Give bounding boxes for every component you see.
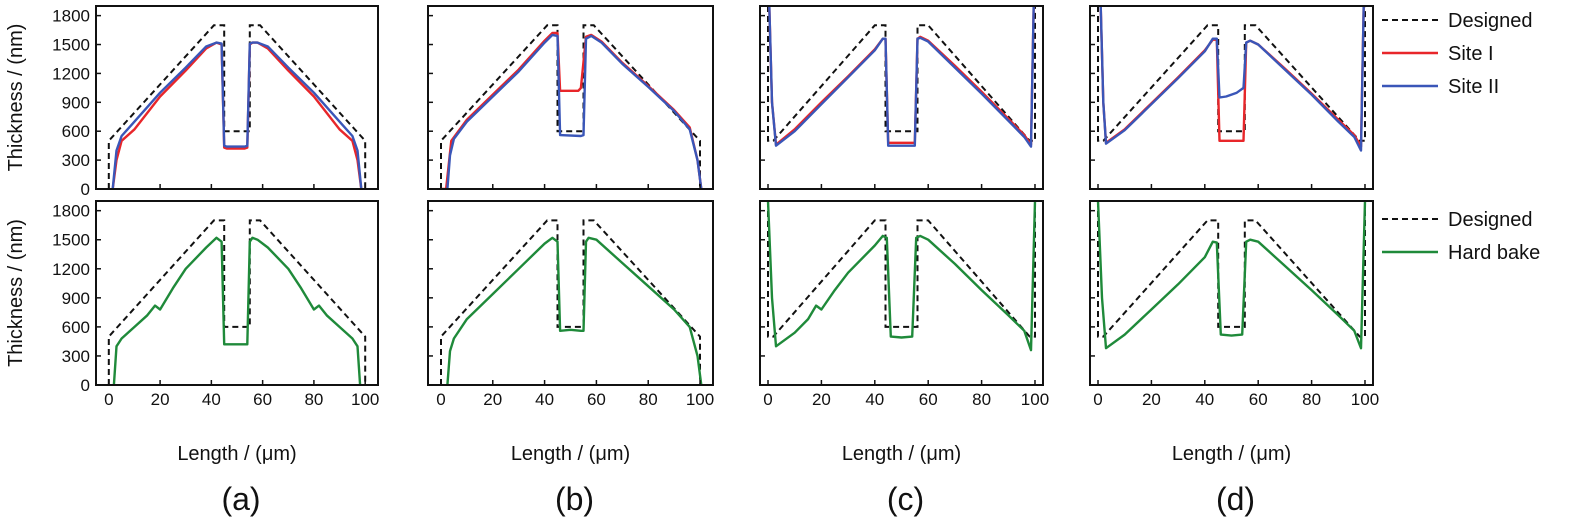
designed-line	[107, 24, 367, 189]
panel-bottom-2: 0 20 40 60 80 100 Length / (μm) (c)	[759, 200, 1049, 517]
series-line-site-ii	[446, 33, 703, 189]
panel-label: (a)	[221, 481, 260, 517]
x-tick-label: 80	[972, 390, 991, 409]
x-tick-label: 60	[919, 390, 938, 409]
y-tick-label: 300	[62, 151, 90, 170]
x-tick-label: 100	[686, 390, 714, 409]
x-tick-label: 0	[436, 390, 445, 409]
series-line-site-i	[768, 6, 1035, 146]
x-tick-label: 40	[1195, 390, 1214, 409]
y-tick-label: 0	[81, 180, 90, 199]
series-line-site-ii	[111, 41, 363, 189]
panel-top-0: 0 300 600 900 1200 1500 1800 Thickness / (nm)	[5, 5, 379, 199]
y-tick-label: 1200	[52, 64, 90, 83]
plot-frame	[1089, 200, 1374, 386]
series-line-site-i	[111, 41, 363, 189]
y-tick-label: 900	[62, 93, 90, 112]
legend-label: Site I	[1448, 43, 1494, 65]
x-axis-label: Length / (μm)	[842, 443, 961, 465]
x-tick-label: 40	[865, 390, 884, 409]
x-tick-label: 40	[202, 390, 221, 409]
x-tick-label: 0	[763, 390, 772, 409]
plot-frame	[759, 200, 1044, 386]
plot-frame	[1089, 5, 1374, 190]
x-tick-label: 60	[253, 390, 272, 409]
y-tick-label: 300	[62, 347, 90, 366]
y-tick-label: 600	[62, 318, 90, 337]
panel-label: (b)	[555, 481, 594, 517]
y-tick-label: 1200	[52, 260, 90, 279]
x-axis-label: Length / (μm)	[177, 443, 296, 465]
legend-label: Hard bake	[1448, 242, 1540, 264]
series-line-hard-bake	[766, 201, 1037, 352]
plot-frame	[759, 5, 1044, 190]
x-tick-label: 100	[351, 390, 379, 409]
y-tick-label: 0	[81, 376, 90, 395]
y-axis-label: Thickness / (nm)	[5, 24, 27, 172]
plot-frame	[95, 200, 379, 386]
series-line-site-ii	[768, 6, 1035, 148]
series-line-hard-bake	[446, 236, 703, 385]
panel-bottom-0: 0 300 600 900 1200 1500 1800 0 20 40 60 80 100 Thickn…	[5, 200, 379, 517]
x-tick-label: 40	[535, 390, 554, 409]
y-tick-label: 1800	[52, 202, 90, 221]
x-tick-label: 80	[304, 390, 323, 409]
x-tick-label: 20	[151, 390, 170, 409]
designed-line	[440, 219, 701, 385]
designed-line	[1097, 6, 1366, 142]
y-tick-label: 1500	[52, 36, 90, 55]
legend-legend_bottom: Designed Hard bake	[1382, 209, 1540, 264]
panel-label: (d)	[1216, 481, 1255, 517]
y-tick-label: 1800	[52, 7, 90, 26]
plot-frame	[427, 5, 714, 190]
legend-label: Designed	[1448, 209, 1533, 231]
panel-label: (c)	[887, 481, 924, 517]
designed-line	[767, 201, 1036, 338]
y-tick-label: 900	[62, 289, 90, 308]
designed-line	[1097, 201, 1366, 338]
series-line-site-i	[1099, 6, 1365, 148]
x-tick-label: 20	[483, 390, 502, 409]
designed-line	[767, 6, 1036, 142]
panel-top-3	[1089, 5, 1374, 190]
series-line-hard-bake	[112, 236, 362, 385]
plot-frame	[427, 200, 714, 386]
legend-label: Site II	[1448, 76, 1499, 98]
designed-line	[440, 24, 701, 189]
x-tick-label: 60	[1249, 390, 1268, 409]
panel-bottom-1: 0 20 40 60 80 100 Length / (μm) (b)	[427, 200, 714, 517]
legend-label: Designed	[1448, 10, 1533, 32]
x-axis-label: Length / (μm)	[511, 443, 630, 465]
x-tick-label: 0	[104, 390, 113, 409]
x-tick-label: 80	[639, 390, 658, 409]
x-tick-label: 20	[812, 390, 831, 409]
panel-top-1	[427, 5, 714, 190]
legend-legend_top: Designed Site I Site II	[1382, 10, 1533, 98]
x-tick-label: 100	[1351, 390, 1379, 409]
panel-top-2	[759, 5, 1044, 190]
x-tick-label: 80	[1302, 390, 1321, 409]
series-line-hard-bake	[1096, 201, 1367, 350]
y-axis-label: Thickness / (nm)	[5, 219, 27, 367]
x-tick-label: 60	[587, 390, 606, 409]
plot-frame	[95, 5, 379, 190]
y-tick-label: 1500	[52, 231, 90, 250]
x-tick-label: 0	[1093, 390, 1102, 409]
x-tick-label: 20	[1142, 390, 1161, 409]
series-line-site-i	[441, 31, 703, 189]
y-tick-label: 600	[62, 122, 90, 141]
panel-bottom-3: 0 20 40 60 80 100 Length / (μm) (d)	[1089, 200, 1379, 517]
x-axis-label: Length / (μm)	[1172, 443, 1291, 465]
x-tick-label: 100	[1021, 390, 1049, 409]
series-line-site-ii	[1099, 6, 1365, 152]
designed-line	[107, 219, 367, 385]
